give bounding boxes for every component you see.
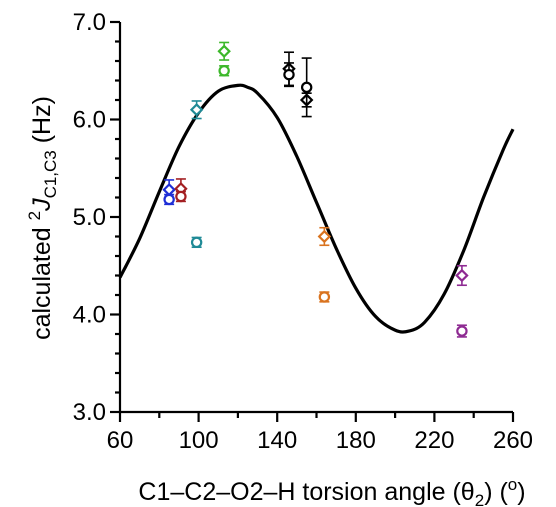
y-tick-label: 4.0 bbox=[73, 302, 106, 329]
data-point-circle bbox=[190, 236, 203, 249]
data-point-diamond bbox=[455, 264, 469, 287]
circle-marker bbox=[456, 325, 468, 337]
y-axis-title-sup: 2 bbox=[25, 211, 44, 220]
data-point-diamond bbox=[217, 41, 231, 61]
x-axis-title-mid: ) ( bbox=[484, 478, 508, 506]
y-tick-label: 6.0 bbox=[73, 107, 106, 134]
data-point-circle bbox=[300, 57, 313, 118]
circle-marker bbox=[190, 236, 203, 249]
diamond-marker bbox=[217, 44, 231, 59]
y-axis-title-italic: J bbox=[28, 198, 56, 212]
circle-marker bbox=[318, 291, 331, 303]
data-point-diamond bbox=[189, 100, 204, 120]
y-axis-title: calculated 2JC1,C3 (Hz) bbox=[25, 96, 60, 340]
y-tick-label: 3.0 bbox=[73, 399, 106, 426]
data-point-circle bbox=[318, 291, 331, 303]
data-point-diamond bbox=[317, 226, 332, 247]
x-axis-title-post: ) bbox=[517, 478, 525, 506]
x-axis-title-pre: C1–C2–O2–H torsion angle (θ bbox=[138, 478, 474, 506]
circle-marker bbox=[283, 68, 295, 81]
axes bbox=[110, 20, 515, 422]
x-axis-title-sub: 2 bbox=[475, 491, 484, 507]
data-point-circle bbox=[163, 193, 175, 206]
y-tick-label: 7.0 bbox=[73, 9, 106, 36]
y-axis-title-pre: calculated bbox=[28, 220, 56, 340]
x-axis-title-sup: o bbox=[508, 475, 517, 494]
x-tick-label: 60 bbox=[107, 427, 134, 454]
y-axis-title-sub: C1,C3 bbox=[41, 150, 60, 198]
circle-marker bbox=[300, 81, 313, 94]
x-tick-label: 220 bbox=[414, 427, 454, 454]
diamond-marker bbox=[162, 182, 176, 197]
x-tick-label: 140 bbox=[257, 427, 297, 454]
circle-marker bbox=[163, 193, 175, 206]
y-axis-title-post: (Hz) bbox=[28, 96, 56, 150]
x-tick-label: 180 bbox=[336, 427, 376, 454]
fit-curve bbox=[118, 83, 515, 334]
x-axis-title: C1–C2–O2–H torsion angle (θ2) (o) bbox=[138, 475, 525, 507]
x-tick-label: 260 bbox=[493, 427, 533, 454]
circle-marker bbox=[218, 65, 230, 77]
tick-labels-layer: 3.0 4.0 5.0 6.0 7.0 60 100 140 180 220 260 bbox=[73, 9, 533, 454]
circle-marker bbox=[175, 190, 187, 203]
fit-curve-layer bbox=[118, 83, 515, 334]
diamond-marker bbox=[189, 102, 204, 117]
data-point-circle bbox=[175, 190, 187, 203]
y-tick-label: 5.0 bbox=[73, 204, 106, 231]
data-point-circle bbox=[456, 324, 468, 338]
data-point-circle bbox=[283, 62, 295, 88]
x-tick-label: 100 bbox=[179, 427, 219, 454]
data-points-layer bbox=[162, 41, 469, 338]
diamond-marker bbox=[317, 229, 332, 244]
diamond-marker bbox=[455, 268, 469, 283]
data-point-circle bbox=[218, 65, 230, 77]
